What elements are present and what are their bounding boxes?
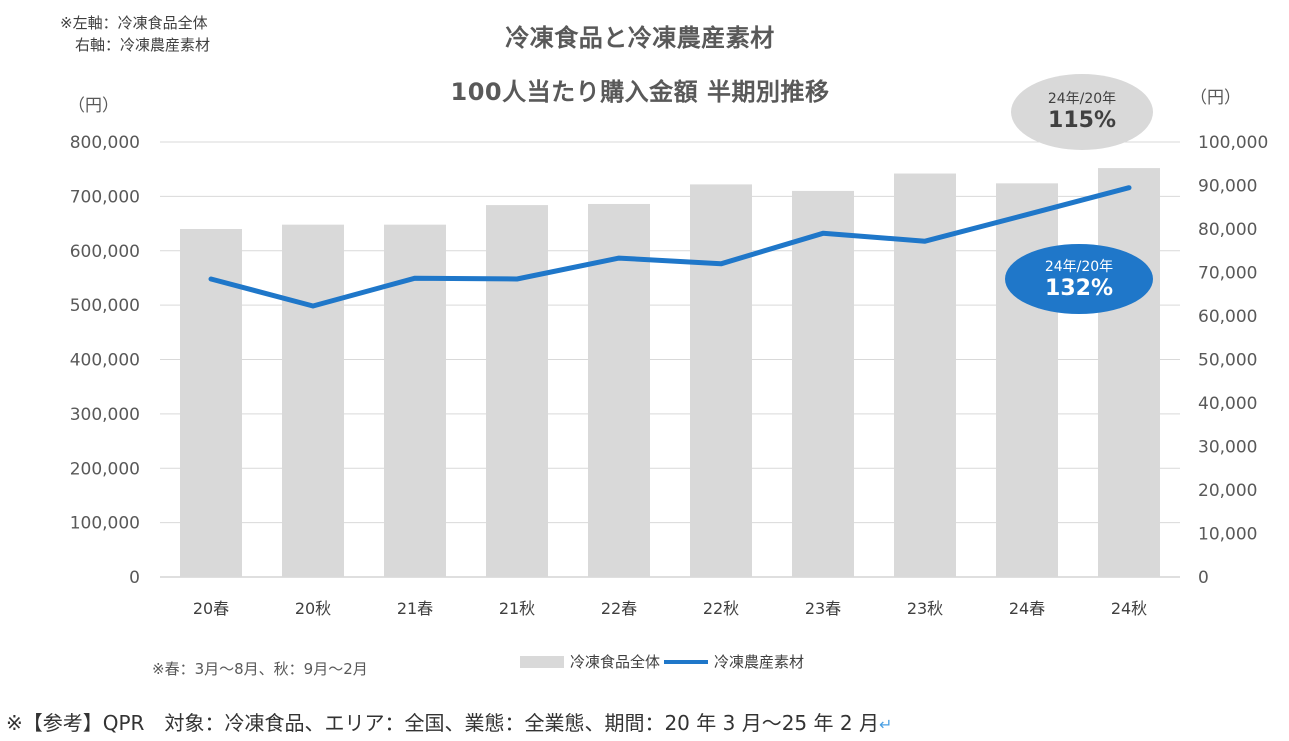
left-tick-label: 600,000 — [70, 242, 140, 262]
left-tick-label: 800,000 — [70, 133, 140, 153]
left-axis-unit: （円） — [68, 96, 119, 116]
legend-line-swatch — [664, 659, 709, 664]
category-label: 24秋 — [1111, 599, 1147, 618]
right-tick-label: 70,000 — [1198, 264, 1257, 284]
category-label: 22秋 — [703, 599, 739, 618]
bar — [1098, 168, 1160, 577]
bar — [792, 190, 854, 577]
category-label: 22春 — [601, 599, 637, 618]
total-growth-value: 115% — [1048, 108, 1116, 133]
left-tick-label: 700,000 — [70, 187, 140, 207]
total-growth-label: 24年/20年 — [1047, 91, 1117, 107]
left-tick-label: 400,000 — [70, 351, 140, 371]
right-tick-label: 90,000 — [1198, 177, 1257, 197]
right-tick-label: 20,000 — [1198, 481, 1257, 501]
return-mark: ↵ — [878, 715, 893, 734]
line-series — [208, 185, 1132, 309]
footer-note: ※【参考】QPR 対象：冷凍食品、エリア：全国、業態：全業態、期間：20 年 3… — [6, 707, 892, 736]
category-label: 20秋 — [295, 599, 331, 618]
axis-note-left: ※左軸：冷凍食品全体 — [60, 14, 208, 32]
bar — [690, 184, 752, 577]
right-tick-label: 50,000 — [1198, 351, 1257, 371]
bar — [282, 224, 344, 577]
right-tick-label: 80,000 — [1198, 220, 1257, 240]
category-label: 20春 — [193, 599, 229, 618]
category-label: 23春 — [805, 599, 841, 618]
chart-subtitle: 100人当たり購入金額 半期別推移 — [450, 78, 830, 106]
vegetable-growth-value: 132% — [1045, 276, 1113, 301]
left-tick-label: 500,000 — [70, 296, 140, 316]
right-tick-label: 0 — [1198, 568, 1209, 588]
left-tick-label: 0 — [129, 568, 140, 588]
right-axis-unit: （円） — [1190, 88, 1241, 108]
legend-line-label: 冷凍農産素材 — [714, 653, 805, 671]
legend-bar-label: 冷凍食品全体 — [570, 653, 661, 671]
axis-note: ※左軸：冷凍食品全体 右軸：冷凍農産素材 — [60, 12, 210, 56]
left-axis-ticks: 0 100,000 200,000 300,000 400,000 500,000 600,… — [70, 133, 140, 588]
axis-note-right: 右軸：冷凍農産素材 — [60, 36, 211, 54]
chart-title: 冷凍食品と冷凍農産素材 — [505, 24, 775, 52]
chart-legend: 冷凍食品全体 冷凍農産素材 — [520, 651, 804, 672]
category-axis: 20春 20秋 21春 21秋 22春 22秋 23春 23秋 24春 24秋 — [193, 599, 1147, 618]
bar-series — [180, 168, 1160, 578]
legend-bar-swatch — [520, 655, 564, 668]
vegetable-growth-label: 24年/20年 — [1044, 259, 1114, 275]
footer-note-text: ※【参考】QPR 対象：冷凍食品、エリア：全国、業態：全業態、期間：20 年 3… — [6, 711, 879, 735]
bar — [486, 205, 548, 577]
right-tick-label: 10,000 — [1198, 525, 1257, 545]
category-label: 21秋 — [499, 599, 535, 618]
season-note: ※春：3月～8月、秋：9月～2月 — [152, 660, 368, 678]
left-tick-label: 300,000 — [70, 405, 140, 425]
left-tick-label: 200,000 — [70, 459, 140, 479]
category-label: 23秋 — [907, 599, 943, 618]
line-series-path — [208, 185, 1132, 309]
right-tick-label: 40,000 — [1198, 394, 1257, 414]
right-tick-label: 60,000 — [1198, 307, 1257, 327]
category-label: 21春 — [397, 599, 433, 618]
vegetable-growth-callout: 24年/20年 132% — [1005, 244, 1153, 314]
total-growth-callout: 24年/20年 115% — [1011, 74, 1153, 150]
category-label: 24春 — [1009, 599, 1045, 618]
right-tick-label: 30,000 — [1198, 438, 1257, 458]
right-axis-ticks: 0 10,000 20,000 30,000 40,000 50,000 60,000 70,… — [1198, 133, 1268, 588]
left-tick-label: 100,000 — [70, 514, 140, 534]
right-tick-label: 100,000 — [1198, 133, 1268, 153]
bar — [996, 183, 1058, 577]
bar — [588, 203, 650, 578]
